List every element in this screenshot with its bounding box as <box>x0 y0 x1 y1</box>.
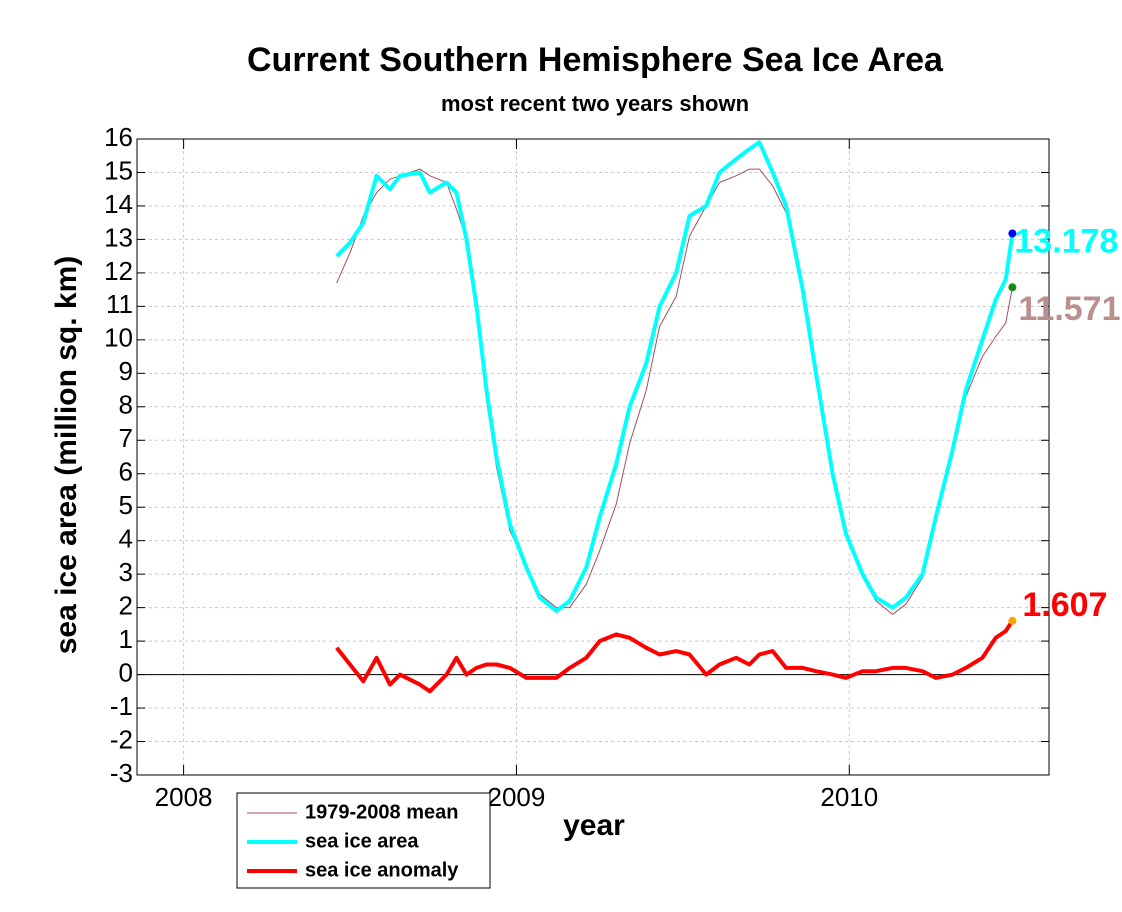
y-tick-label: 7 <box>119 423 133 453</box>
y-tick-label: -2 <box>110 724 133 754</box>
x-tick-label: 2008 <box>155 782 213 812</box>
end-label: 11.571 <box>1018 290 1120 328</box>
y-tick-label: 9 <box>119 356 133 386</box>
y-tick-label: 8 <box>119 390 133 420</box>
x-tick-label: 2009 <box>488 782 546 812</box>
y-tick-label: -1 <box>110 691 133 721</box>
series-line <box>335 619 1015 694</box>
y-tick-label: -3 <box>110 758 133 788</box>
x-axis-title: year <box>563 809 625 842</box>
end-marker <box>1008 616 1017 625</box>
y-tick-label: 0 <box>119 657 133 687</box>
y-tick-label: 5 <box>119 490 133 520</box>
legend-label: 1979-2008 mean <box>305 801 458 823</box>
x-tick-label: 2010 <box>820 782 878 812</box>
y-tick-label: 3 <box>119 557 133 587</box>
chart-title: Current Southern Hemisphere Sea Ice Area <box>247 41 944 79</box>
y-axis-title: sea ice area (million sq. km) <box>50 256 83 655</box>
chart-subtitle: most recent two years shown <box>441 91 749 116</box>
y-tick-label: 11 <box>106 289 133 319</box>
y-tick-label: 2 <box>119 591 133 621</box>
y-tick-label: 13 <box>104 222 133 252</box>
y-tick-label: 6 <box>119 457 133 487</box>
y-tick-label: 16 <box>104 122 133 152</box>
end-label: 13.178 <box>1014 222 1118 260</box>
legend-label: sea ice anomaly <box>305 859 459 881</box>
series-line <box>335 140 1015 613</box>
plot-frame <box>136 138 1050 776</box>
y-tick-label: 12 <box>104 256 133 286</box>
end-marker <box>1008 283 1017 292</box>
y-tick-label: 14 <box>104 189 133 219</box>
legend: 1979-2008 mean sea ice area sea ice anomal… <box>236 792 491 889</box>
y-tick-label: 15 <box>104 155 133 185</box>
end-marker <box>1008 229 1017 238</box>
y-tick-label: 10 <box>104 323 133 353</box>
y-tick-label: 4 <box>119 524 133 554</box>
end-label: 1.607 <box>1022 586 1107 624</box>
legend-label: sea ice area <box>305 830 419 852</box>
y-tick-label: 1 <box>119 624 133 654</box>
